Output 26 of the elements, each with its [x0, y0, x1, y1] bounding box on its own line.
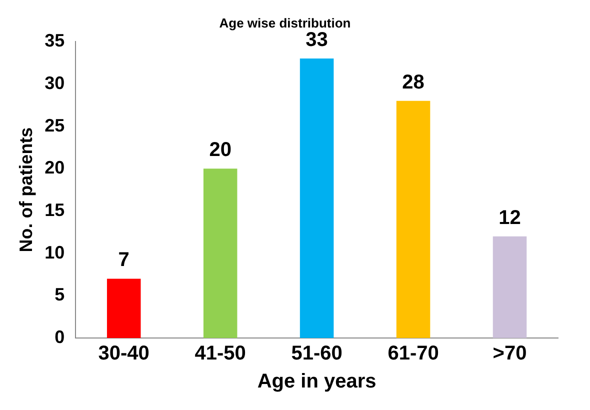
data-label: 20	[209, 139, 232, 162]
y-tick-label: 35	[44, 30, 65, 51]
y-tick-label: 20	[44, 158, 65, 178]
bar	[300, 58, 334, 338]
bar	[396, 100, 430, 338]
x-tick-label: 41-50	[194, 342, 246, 365]
chart-title: Age wise distribution	[219, 15, 351, 30]
y-tick-label: 10	[44, 242, 65, 262]
data-label: 12	[498, 206, 521, 229]
x-tick-label: 61-70	[388, 342, 439, 365]
data-label: 7	[118, 249, 130, 272]
bar	[492, 236, 527, 338]
data-label: 28	[402, 71, 424, 94]
y-axis-title: No. of patients	[16, 127, 36, 252]
x-tick-label: 51-60	[291, 342, 342, 365]
y-tick-label: 0	[54, 326, 65, 347]
data-label: 33	[306, 29, 328, 52]
x-axis-title: Age in years	[257, 370, 376, 393]
y-tick-label: 15	[44, 200, 65, 220]
bar	[106, 278, 141, 338]
y-tick-label: 25	[44, 115, 65, 136]
x-tick-label: >70	[492, 342, 527, 365]
y-tick-label: 5	[54, 284, 65, 305]
y-tick-label: 30	[44, 72, 65, 93]
bar	[203, 168, 238, 338]
x-tick-label: 30-40	[98, 342, 150, 365]
